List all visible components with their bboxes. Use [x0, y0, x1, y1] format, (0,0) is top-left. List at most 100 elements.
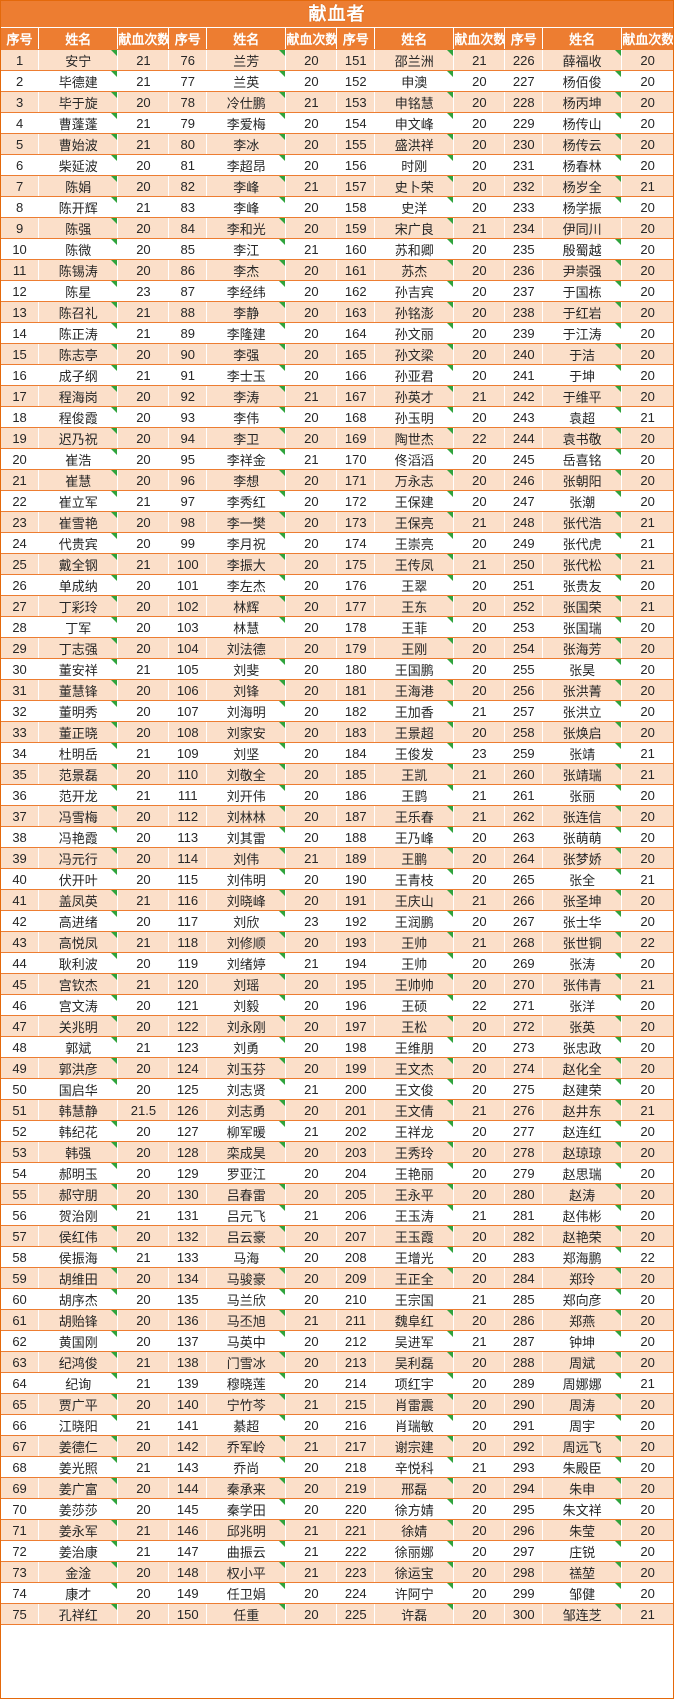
- serial-cell[interactable]: 285: [504, 1288, 544, 1310]
- count-cell[interactable]: 20: [285, 133, 338, 155]
- count-cell[interactable]: 20: [285, 532, 338, 554]
- count-cell[interactable]: 20: [117, 511, 170, 533]
- count-cell[interactable]: 20: [621, 1015, 673, 1037]
- count-cell[interactable]: 20: [285, 280, 338, 302]
- serial-cell[interactable]: 261: [504, 784, 544, 806]
- name-cell[interactable]: 成子纲: [38, 364, 119, 386]
- count-cell[interactable]: 20: [621, 133, 673, 155]
- count-cell[interactable]: 20: [285, 658, 338, 680]
- serial-cell[interactable]: 293: [504, 1456, 544, 1478]
- name-cell[interactable]: 杨传山: [542, 112, 623, 134]
- count-cell[interactable]: 20: [453, 721, 506, 743]
- serial-cell[interactable]: 287: [504, 1330, 544, 1352]
- name-cell[interactable]: 王艳丽: [374, 1162, 455, 1184]
- name-cell[interactable]: 毕于旋: [38, 91, 119, 113]
- name-cell[interactable]: 韩慧静: [38, 1099, 119, 1121]
- count-cell[interactable]: 20: [621, 784, 673, 806]
- name-cell[interactable]: 张代浩: [542, 511, 623, 533]
- count-cell[interactable]: 20: [117, 574, 170, 596]
- count-cell[interactable]: 21: [117, 1246, 170, 1268]
- name-cell[interactable]: 王维朋: [374, 1036, 455, 1058]
- name-cell[interactable]: 门雪冰: [206, 1351, 287, 1373]
- name-cell[interactable]: 郭斌: [38, 1036, 119, 1058]
- serial-cell[interactable]: 198: [336, 1036, 376, 1058]
- count-cell[interactable]: 20: [285, 1141, 338, 1163]
- count-cell[interactable]: 20: [453, 133, 506, 155]
- count-cell[interactable]: 21: [453, 931, 506, 953]
- count-cell[interactable]: 21: [285, 1120, 338, 1142]
- serial-cell[interactable]: 237: [504, 280, 544, 302]
- serial-cell[interactable]: 233: [504, 196, 544, 218]
- name-cell[interactable]: 高进绪: [38, 910, 119, 932]
- count-cell[interactable]: 20: [117, 1225, 170, 1247]
- name-cell[interactable]: 乔军岭: [206, 1435, 287, 1457]
- name-cell[interactable]: 王国鹏: [374, 658, 455, 680]
- serial-cell[interactable]: 26: [1, 574, 40, 596]
- count-cell[interactable]: 20: [621, 70, 673, 92]
- name-cell[interactable]: 刘开伟: [206, 784, 287, 806]
- count-cell[interactable]: 20: [453, 952, 506, 974]
- name-cell[interactable]: 刘其雷: [206, 826, 287, 848]
- serial-cell[interactable]: 280: [504, 1183, 544, 1205]
- serial-cell[interactable]: 101: [168, 574, 208, 596]
- count-cell[interactable]: 21: [117, 1204, 170, 1226]
- count-cell[interactable]: 20: [621, 1414, 673, 1436]
- name-cell[interactable]: 刘法德: [206, 637, 287, 659]
- serial-cell[interactable]: 225: [336, 1603, 376, 1625]
- serial-cell[interactable]: 44: [1, 952, 40, 974]
- name-cell[interactable]: 李振大: [206, 553, 287, 575]
- name-cell[interactable]: 任重: [206, 1603, 287, 1625]
- name-cell[interactable]: 代贵宾: [38, 532, 119, 554]
- name-cell[interactable]: 郑向彦: [542, 1288, 623, 1310]
- count-cell[interactable]: 20: [621, 1435, 673, 1457]
- name-cell[interactable]: 吴利磊: [374, 1351, 455, 1373]
- name-cell[interactable]: 王祥龙: [374, 1120, 455, 1142]
- name-cell[interactable]: 赵井东: [542, 1099, 623, 1121]
- serial-cell[interactable]: 58: [1, 1246, 40, 1268]
- count-cell[interactable]: 20: [117, 469, 170, 491]
- name-cell[interactable]: 李爱梅: [206, 112, 287, 134]
- count-cell[interactable]: 20: [117, 1435, 170, 1457]
- serial-cell[interactable]: 193: [336, 931, 376, 953]
- serial-cell[interactable]: 157: [336, 175, 376, 197]
- name-cell[interactable]: 王增光: [374, 1246, 455, 1268]
- serial-cell[interactable]: 254: [504, 637, 544, 659]
- name-cell[interactable]: 姜广富: [38, 1477, 119, 1499]
- serial-cell[interactable]: 240: [504, 343, 544, 365]
- name-cell[interactable]: 吕元飞: [206, 1204, 287, 1226]
- name-cell[interactable]: 权小平: [206, 1561, 287, 1583]
- name-cell[interactable]: 赵思瑞: [542, 1162, 623, 1184]
- serial-cell[interactable]: 180: [336, 658, 376, 680]
- name-cell[interactable]: 禚堃: [542, 1561, 623, 1583]
- serial-cell[interactable]: 194: [336, 952, 376, 974]
- name-cell[interactable]: 张萌萌: [542, 826, 623, 848]
- serial-cell[interactable]: 208: [336, 1246, 376, 1268]
- name-cell[interactable]: 刘敬全: [206, 763, 287, 785]
- name-cell[interactable]: 杨学振: [542, 196, 623, 218]
- count-cell[interactable]: 20: [621, 637, 673, 659]
- serial-cell[interactable]: 286: [504, 1309, 544, 1331]
- serial-cell[interactable]: 110: [168, 763, 208, 785]
- name-cell[interactable]: 张士华: [542, 910, 623, 932]
- serial-cell[interactable]: 173: [336, 511, 376, 533]
- serial-cell[interactable]: 224: [336, 1582, 376, 1604]
- name-cell[interactable]: 张靖瑞: [542, 763, 623, 785]
- serial-cell[interactable]: 89: [168, 322, 208, 344]
- name-cell[interactable]: 王传凤: [374, 553, 455, 575]
- name-cell[interactable]: 张丽: [542, 784, 623, 806]
- count-cell[interactable]: 20: [621, 1309, 673, 1331]
- name-cell[interactable]: 赵伟彬: [542, 1204, 623, 1226]
- count-cell[interactable]: 20: [621, 805, 673, 827]
- count-cell[interactable]: 21: [621, 532, 673, 554]
- serial-cell[interactable]: 133: [168, 1246, 208, 1268]
- name-cell[interactable]: 赵琼琼: [542, 1141, 623, 1163]
- serial-cell[interactable]: 43: [1, 931, 40, 953]
- count-cell[interactable]: 21: [117, 1456, 170, 1478]
- name-cell[interactable]: 王帅: [374, 931, 455, 953]
- name-cell[interactable]: 兰芳: [206, 49, 287, 71]
- name-cell[interactable]: 王秀玲: [374, 1141, 455, 1163]
- count-cell[interactable]: 20: [453, 1162, 506, 1184]
- count-cell[interactable]: 20: [453, 1435, 506, 1457]
- count-cell[interactable]: 21: [285, 1519, 338, 1541]
- count-cell[interactable]: 20: [453, 364, 506, 386]
